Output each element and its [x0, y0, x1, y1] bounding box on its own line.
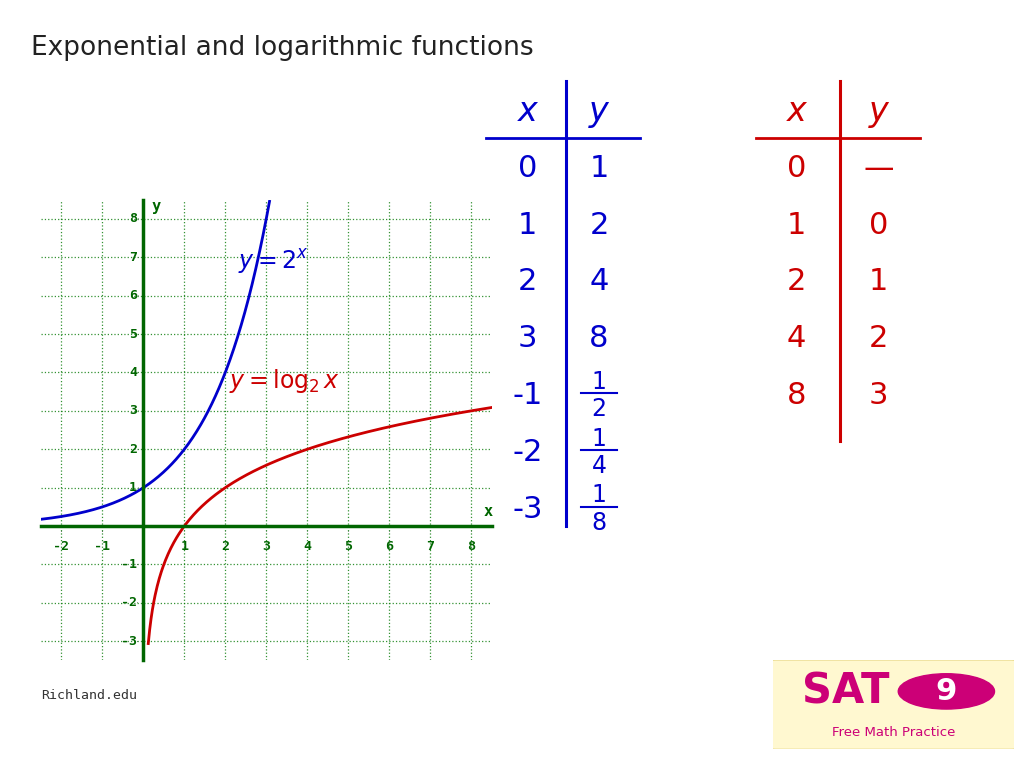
Text: 1: 1: [129, 482, 137, 494]
Text: SAT: SAT: [802, 670, 890, 713]
Text: Richland.edu: Richland.edu: [41, 689, 137, 702]
Text: 3: 3: [868, 381, 889, 410]
Text: 2: 2: [129, 443, 137, 455]
Text: -3: -3: [512, 495, 543, 524]
Text: 2: 2: [787, 267, 806, 296]
Text: -1: -1: [94, 539, 111, 552]
Circle shape: [898, 674, 994, 709]
Text: 1: 1: [787, 210, 806, 240]
Text: $y = 2^x$: $y = 2^x$: [238, 247, 308, 276]
Text: 7: 7: [129, 251, 137, 263]
Text: 2: 2: [590, 210, 608, 240]
Text: x: x: [517, 95, 538, 127]
Text: -1: -1: [512, 381, 543, 410]
Text: 4: 4: [787, 324, 806, 353]
Text: -2: -2: [512, 438, 543, 467]
Text: 1: 1: [592, 426, 606, 451]
Text: 2: 2: [221, 539, 229, 552]
Text: x: x: [483, 505, 493, 519]
Text: 3: 3: [262, 539, 270, 552]
Text: 3: 3: [517, 324, 538, 353]
Text: 6: 6: [129, 290, 137, 302]
Text: 0: 0: [787, 154, 806, 183]
Text: 4: 4: [129, 366, 137, 379]
Text: y: y: [589, 95, 609, 127]
Text: 9: 9: [936, 677, 957, 706]
Text: -2: -2: [53, 539, 70, 552]
Text: -3: -3: [121, 635, 137, 647]
FancyBboxPatch shape: [771, 660, 1016, 750]
Text: 4: 4: [592, 454, 606, 478]
Text: 7: 7: [426, 539, 434, 552]
Text: 1: 1: [590, 154, 608, 183]
Text: 1: 1: [592, 483, 606, 508]
Text: 8: 8: [129, 213, 137, 225]
Text: 6: 6: [385, 539, 393, 552]
Text: 8: 8: [467, 539, 475, 552]
Text: 8: 8: [589, 324, 609, 353]
Text: y: y: [868, 95, 889, 127]
Text: 2: 2: [518, 267, 537, 296]
Text: 1: 1: [518, 210, 537, 240]
Text: 4: 4: [590, 267, 608, 296]
Text: 4: 4: [303, 539, 311, 552]
Text: 2: 2: [592, 397, 606, 422]
Text: 2: 2: [869, 324, 888, 353]
Text: 0: 0: [869, 210, 888, 240]
Text: 1: 1: [180, 539, 188, 552]
Text: 8: 8: [786, 381, 807, 410]
Text: Free Math Practice: Free Math Practice: [831, 727, 955, 740]
Text: 8: 8: [592, 511, 606, 535]
Text: 5: 5: [344, 539, 352, 552]
Text: $y = \log_2 x$: $y = \log_2 x$: [229, 367, 340, 395]
Text: 5: 5: [129, 328, 137, 340]
Text: y: y: [152, 199, 161, 214]
Text: 0: 0: [518, 154, 537, 183]
Text: 3: 3: [129, 405, 137, 417]
Text: 1: 1: [592, 369, 606, 394]
Text: —: —: [863, 154, 894, 183]
Text: Exponential and logarithmic functions: Exponential and logarithmic functions: [31, 35, 534, 61]
Text: -1: -1: [121, 558, 137, 571]
Text: x: x: [786, 95, 807, 127]
Text: 1: 1: [869, 267, 888, 296]
Text: -2: -2: [121, 597, 137, 609]
